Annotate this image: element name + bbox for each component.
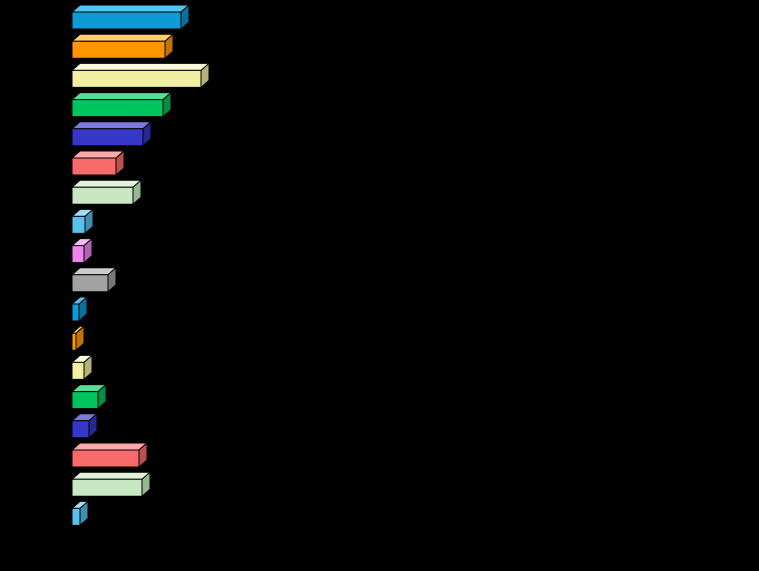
bar-top-face: [71, 150, 125, 159]
bar-front-face: [71, 11, 182, 30]
bar-front-face: [71, 99, 164, 118]
bar: [71, 150, 125, 176]
bar-front-face: [71, 478, 143, 497]
bar: [71, 325, 85, 351]
bar: [71, 179, 142, 205]
bar-front-face: [71, 361, 85, 380]
bar-front-face: [71, 303, 80, 322]
bar-top-face: [71, 4, 190, 13]
bar: [71, 413, 98, 439]
bar-top-face: [71, 179, 142, 188]
bar: [71, 92, 172, 118]
bar: [71, 471, 151, 497]
bar-top-face: [71, 121, 152, 130]
bar: [71, 354, 93, 380]
bar-front-face: [71, 449, 140, 468]
bar: [71, 62, 210, 88]
bar-front-face: [71, 332, 77, 351]
bar: [71, 238, 93, 264]
bar-top-face: [71, 442, 148, 451]
bar: [71, 121, 152, 147]
bar-top-face: [71, 471, 151, 480]
bar: [71, 500, 89, 526]
bar-front-face: [71, 391, 99, 410]
bar-top-face: [71, 33, 174, 42]
bar: [71, 33, 174, 59]
bar-front-face: [71, 157, 117, 176]
bar-front-face: [71, 186, 134, 205]
bar: [71, 296, 88, 322]
bar: [71, 442, 148, 468]
bar-front-face: [71, 245, 85, 264]
bar: [71, 4, 190, 30]
bar-front-face: [71, 274, 109, 293]
bar-front-face: [71, 420, 90, 439]
bar-front-face: [71, 128, 144, 147]
bar-front-face: [71, 40, 166, 59]
bar-top-face: [71, 62, 210, 71]
bar: [71, 208, 94, 234]
bar-front-face: [71, 215, 86, 234]
bar-top-face: [71, 92, 172, 101]
bar-front-face: [71, 507, 81, 526]
bar: [71, 267, 117, 293]
bar-front-face: [71, 69, 202, 88]
bar: [71, 384, 107, 410]
